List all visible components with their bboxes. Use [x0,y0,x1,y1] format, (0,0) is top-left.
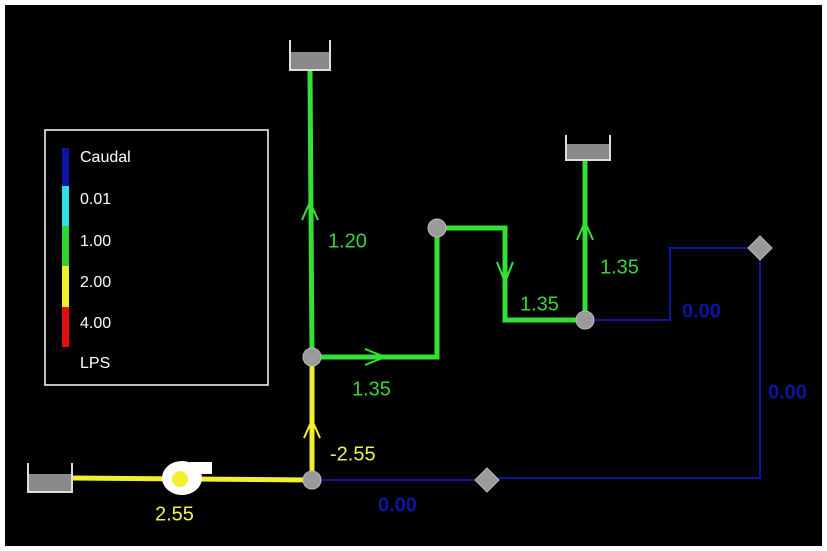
flow-label: -2.55 [330,443,376,465]
tank-outline [565,135,611,161]
legend-level: 4.00 [80,315,111,332]
pipe [307,69,315,358]
legend-level: 1.00 [80,233,111,250]
flow-label: 0.00 [768,381,807,403]
tank [29,474,71,491]
arrow [576,219,594,241]
junction [427,218,447,238]
pump-outlet [190,462,212,474]
junction [302,470,322,490]
legend-box [44,129,269,386]
tank-outline [27,463,73,493]
legend-swatch [62,266,69,307]
flow-label: 2.55 [155,503,194,525]
legend-level: 0.01 [80,191,111,208]
legend-swatch [62,186,69,226]
tank-outline [289,40,331,71]
tank [291,52,329,69]
legend-title: Caudal [80,149,131,166]
flow-arrows [301,199,594,439]
flow-label: 1.35 [600,256,639,278]
tanks [27,40,611,493]
pipe [437,225,585,323]
arrow [303,417,321,439]
flow-label: 1.20 [328,230,367,252]
arrow [301,199,319,221]
pump [162,461,212,495]
pipe [312,228,440,360]
valve [747,235,773,261]
nodes [302,218,773,493]
junction [302,347,322,367]
flow-label: 1.35 [352,378,391,400]
legend-unit: LPS [80,355,110,372]
flow-label: 0.00 [682,300,721,322]
arrow [364,348,388,366]
pipes-zero [312,247,761,481]
pump-rotor [172,471,188,487]
legend: Caudal 0.01 1.00 2.00 4.00 LPS [44,129,269,386]
pipe [487,248,761,479]
junction [575,310,595,330]
legend-swatch [62,148,69,186]
arrow [496,261,514,285]
pipe [585,247,760,321]
tank [567,144,609,159]
flow-label: 0.00 [378,494,417,516]
legend-swatch [62,226,69,266]
valve [474,467,500,493]
legend-level: 2.00 [80,274,111,291]
flow-label: 1.35 [520,293,559,315]
legend-swatch [62,307,69,347]
